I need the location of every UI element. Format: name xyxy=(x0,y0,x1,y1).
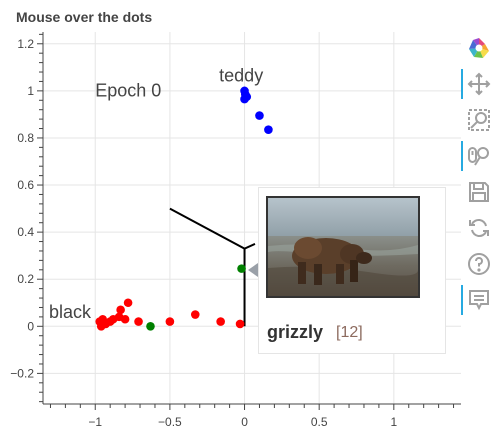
scatter-point[interactable] xyxy=(190,310,200,319)
hover-tooltip: grizzly [12] xyxy=(258,187,446,354)
tooltip-arrow xyxy=(248,263,258,277)
scatter-point[interactable] xyxy=(116,305,125,315)
chart-title: Mouse over the dots xyxy=(16,9,153,25)
x-tick-label: 1 xyxy=(390,415,397,429)
pan-tool-icon[interactable] xyxy=(461,66,497,102)
hover-tool-icon[interactable] xyxy=(461,282,497,318)
tooltip-index: [12] xyxy=(336,324,363,341)
x-tick-label: −0.5 xyxy=(158,415,182,429)
bokeh-logo[interactable] xyxy=(461,30,497,66)
line-layer xyxy=(169,207,256,327)
help-tool-icon[interactable] xyxy=(461,246,497,282)
save-tool-icon[interactable] xyxy=(461,174,497,210)
scatter-point[interactable] xyxy=(134,317,143,326)
grizzly-bear-photo xyxy=(266,196,420,298)
tooltip-label: grizzly xyxy=(267,322,324,342)
scatter-point[interactable] xyxy=(146,322,155,331)
y-tick-label: −0.2 xyxy=(10,366,34,380)
x-tick-label: −1 xyxy=(88,415,102,429)
decision-line xyxy=(169,207,256,250)
y-tick-label: 1.2 xyxy=(17,37,34,51)
y-tick-label: 0.6 xyxy=(17,178,34,192)
scatter-point[interactable] xyxy=(264,125,273,135)
scatter-point[interactable] xyxy=(237,264,246,273)
scatter-point[interactable] xyxy=(240,94,249,104)
active-indicator xyxy=(461,285,463,315)
x-tick-label: 0 xyxy=(241,415,248,429)
annotation-label: Epoch 0 xyxy=(95,81,161,101)
x-tick-label: 0.5 xyxy=(311,415,328,429)
y-tick-label: 0.8 xyxy=(17,131,34,145)
y-tick-label: 0.2 xyxy=(17,272,34,286)
axes: −1 −0.5 0 0.5 1 −0.2 0 0.2 0.4 0.6 0.8 1 1.2 xyxy=(10,32,461,429)
scatter-point[interactable] xyxy=(235,319,245,329)
scatter-point[interactable] xyxy=(255,111,264,120)
annotation-label: black xyxy=(49,302,92,322)
box-zoom-tool-icon[interactable] xyxy=(461,102,497,138)
y-tick-label: 0 xyxy=(27,319,34,333)
reset-tool-icon[interactable] xyxy=(461,210,497,246)
wheel-zoom-tool-icon[interactable] xyxy=(461,138,497,174)
toolbar xyxy=(461,30,497,330)
scatter-point[interactable] xyxy=(123,298,133,308)
scatter-point[interactable] xyxy=(120,314,130,324)
scatter-point[interactable] xyxy=(165,317,175,326)
y-tick-label: 0.4 xyxy=(17,225,34,239)
active-indicator xyxy=(461,69,463,99)
active-indicator xyxy=(461,141,463,171)
annotation-label: teddy xyxy=(219,65,263,85)
y-tick-label: 1 xyxy=(27,84,34,98)
scatter-point[interactable] xyxy=(216,317,225,326)
